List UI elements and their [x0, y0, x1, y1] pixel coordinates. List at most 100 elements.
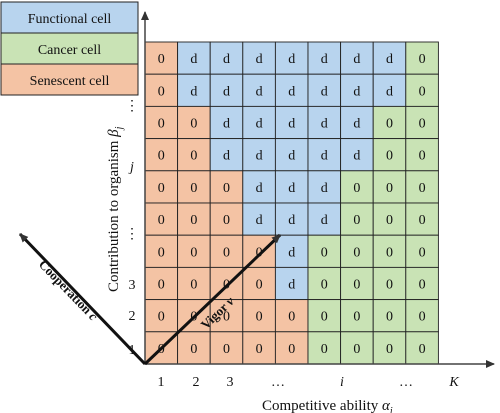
grid-cell: d	[209, 73, 244, 107]
cell-fill	[405, 73, 439, 107]
grid-cell: d	[177, 73, 211, 107]
legend-label: Cancer cell	[38, 43, 101, 58]
cell-value: 0	[321, 310, 328, 325]
grid-cell: 0	[144, 299, 179, 333]
grid-cell: d	[274, 266, 309, 301]
grid-cell: 0	[307, 234, 342, 268]
cell-fill	[307, 299, 342, 333]
cell-fill	[209, 299, 244, 333]
cell-fill	[340, 266, 374, 301]
grid-cell: d	[274, 138, 309, 172]
cell-value: 0	[223, 245, 230, 260]
cell-fill	[144, 138, 179, 172]
cell-value: d	[256, 213, 263, 228]
grid-cell: 0	[307, 266, 342, 301]
cell-value: 0	[353, 278, 360, 293]
cell-fill	[340, 73, 374, 107]
x-tick-label: i	[340, 375, 344, 390]
cell-value: d	[321, 181, 328, 196]
grid-cell: 0	[307, 331, 342, 365]
cell-value: d	[256, 149, 263, 164]
cell-value: 0	[190, 149, 197, 164]
grid-cell: 0	[372, 138, 407, 172]
grid-cell: 0	[274, 299, 309, 333]
cell-value: 0	[288, 310, 295, 325]
cell-fill	[274, 299, 309, 333]
cell-fill	[242, 105, 276, 140]
cell-value: d	[256, 181, 263, 196]
grid-cell: 0	[372, 299, 407, 333]
cell-value: d	[353, 52, 360, 67]
cell-value: 0	[321, 278, 328, 293]
grid-cell: d	[340, 105, 374, 140]
x-tick-label: 3	[227, 375, 234, 390]
grid-cell: 0	[307, 299, 342, 333]
grid-cell: 0	[209, 170, 244, 204]
cell-value: d	[288, 181, 295, 196]
cell-fill	[242, 138, 276, 172]
cell-value: 0	[158, 149, 165, 164]
legend-swatch	[0, 1, 139, 34]
grid-cell: 0	[144, 41, 179, 75]
cell-fill	[177, 202, 211, 236]
cell-fill	[209, 202, 244, 236]
grid-cell: 0	[340, 170, 374, 204]
grid-cell: d	[340, 41, 374, 75]
grid-cell: 0	[405, 73, 439, 107]
grid-cell: d	[209, 138, 244, 172]
cell-value: 0	[386, 245, 393, 260]
grid-cell: d	[274, 234, 309, 268]
legend: Functional cell Cancer cell Senescent cell	[0, 1, 139, 96]
cell-fill	[405, 266, 439, 301]
grid-cell: d	[340, 138, 374, 172]
grid-cell: d	[307, 170, 342, 204]
grid-cell: d	[307, 105, 342, 140]
cell-value: 0	[158, 310, 165, 325]
cell-value: 0	[256, 342, 263, 357]
grid-cell: d	[307, 41, 342, 75]
cell-fill	[274, 73, 309, 107]
cell-fill	[274, 266, 309, 301]
cell-value: d	[288, 213, 295, 228]
cell-value: 0	[419, 213, 426, 228]
cell-fill	[405, 105, 439, 140]
grid-cell: d	[274, 170, 309, 204]
cell-value: 0	[386, 342, 393, 357]
grid-cell: 0	[177, 170, 211, 204]
cell-value: 0	[419, 84, 426, 99]
cell-value: d	[288, 278, 295, 293]
grid-cell: 0	[340, 202, 374, 236]
grid-cell: d	[372, 73, 407, 107]
cell-fill	[372, 202, 407, 236]
grid-cell: 0	[274, 331, 309, 365]
grid-cell: 0	[340, 234, 374, 268]
y-tick-label: ⋮	[125, 227, 139, 242]
cell-value: 0	[321, 342, 328, 357]
cell-value: d	[288, 52, 295, 67]
grid-cell: 0	[209, 331, 244, 365]
cell-value: d	[321, 213, 328, 228]
cell-value: d	[288, 84, 295, 99]
cell-value: 0	[353, 342, 360, 357]
grid-cell: d	[242, 41, 276, 75]
cell-value: 0	[158, 117, 165, 132]
grid-cell: 0	[177, 138, 211, 172]
vigor-arrow	[143, 233, 282, 366]
grid-cell: d	[177, 41, 211, 75]
grid-cell: 0	[209, 234, 244, 268]
x-axis-label: Competitive ability αi	[262, 398, 393, 413]
grid-cell: d	[209, 41, 244, 75]
cell-value: d	[256, 117, 263, 132]
cell-value: 0	[386, 181, 393, 196]
cell-fill	[209, 105, 244, 140]
cell-value: d	[353, 149, 360, 164]
grid-cell: 0	[340, 299, 374, 333]
cell-fill	[209, 73, 244, 107]
grid-cell: d	[372, 41, 407, 75]
cell-value: d	[256, 84, 263, 99]
cell-fill	[242, 266, 276, 301]
cell-fill	[372, 234, 407, 268]
cell-value: 0	[158, 84, 165, 99]
grid-cell: 0	[144, 266, 179, 301]
